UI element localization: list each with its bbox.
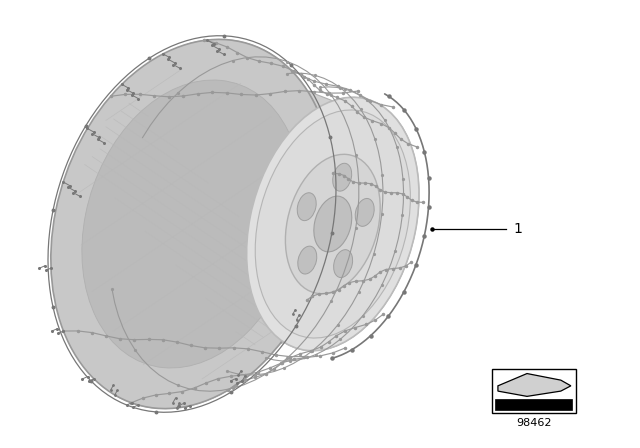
Bar (492, 369, 576, 413)
Ellipse shape (297, 193, 316, 220)
Ellipse shape (82, 80, 302, 368)
Ellipse shape (298, 246, 317, 274)
Text: 98462: 98462 (516, 418, 552, 428)
Ellipse shape (355, 198, 374, 226)
Ellipse shape (51, 39, 333, 409)
Ellipse shape (246, 97, 419, 351)
Ellipse shape (255, 110, 410, 338)
Polygon shape (495, 399, 572, 410)
Ellipse shape (333, 250, 353, 278)
Ellipse shape (285, 154, 380, 294)
Polygon shape (498, 374, 571, 396)
Polygon shape (116, 39, 419, 409)
Text: 1: 1 (513, 222, 522, 237)
Ellipse shape (333, 163, 351, 191)
Ellipse shape (314, 196, 352, 252)
